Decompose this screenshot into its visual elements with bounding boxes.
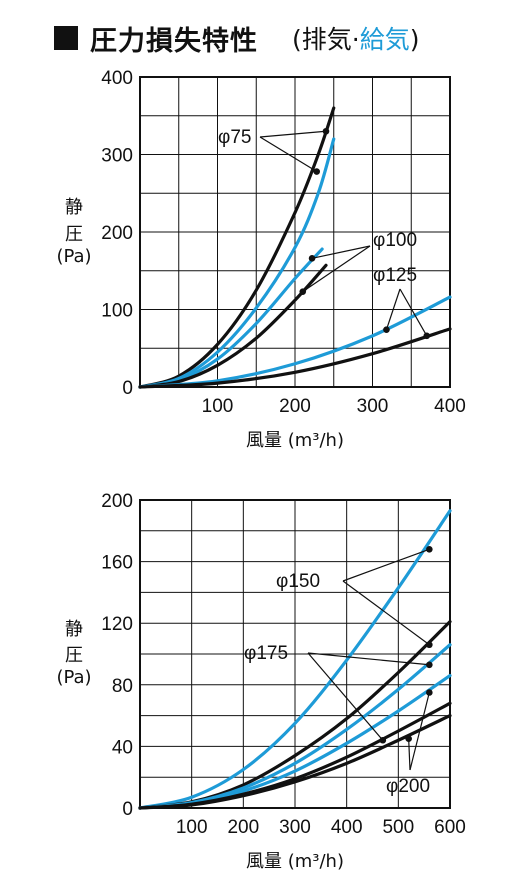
title-note-supply: 給気 [359,25,410,54]
y-tick-label: 400 [101,68,133,89]
x-tick-label: 500 [382,817,414,838]
plot-frame [139,76,451,388]
x-tick-label: 200 [227,817,259,838]
y-tick-label: 0 [122,378,133,399]
y-axis-label: (Pa) [56,246,91,267]
series-line-φ125-exhaust [138,327,452,389]
diameter-label: φ150 [276,571,320,592]
leader-dot [405,735,412,742]
y-tick-label: 100 [101,301,133,322]
leader-line [342,580,430,646]
y-axis-label: (Pa) [56,667,91,688]
x-axis-label: 風量 (m³/h) [246,430,344,451]
y-tick-label: 0 [122,799,133,820]
leader-dot [383,326,390,333]
leader-dot [426,661,433,669]
series-line-φ75-supply [138,137,336,389]
leader-line [409,692,430,771]
leader-dot [308,255,316,262]
y-tick-label: 300 [101,146,133,167]
leader-dot [426,689,433,696]
leader-dot [426,545,433,553]
series-line-φ200-exhaust [138,714,452,810]
y-axis-label: 圧 [65,224,83,245]
leader-dot [322,127,330,135]
plot-frame [139,499,451,809]
y-tick-label: 200 [101,223,133,244]
page-title: 圧力損失特性 [90,25,258,57]
leader-line [385,288,401,330]
y-axis-label: 静 [65,619,83,640]
leader-line [302,245,371,293]
diameter-label: φ100 [373,230,417,251]
diameter-label: φ125 [373,265,417,286]
title-square-icon [54,26,78,50]
series-line-φ100-exhaust [138,263,328,389]
y-axis-label: 静 [65,197,83,218]
leader-line [311,245,371,259]
x-tick-label: 200 [279,396,311,417]
leader-line [307,652,384,741]
y-tick-label: 160 [101,553,133,574]
y-axis-label: 圧 [65,645,83,666]
x-axis-label: 風量 (m³/h) [246,851,344,872]
leader-line [399,288,428,337]
series-line-φ75-exhaust [138,106,336,389]
diameter-label: φ175 [244,643,288,664]
leader-dot [313,168,321,175]
leader-line [259,130,327,138]
chart-1: 0 100 200 300 400 100 200 300 400 静圧(Pa) 風量 (m³/h)… [56,68,465,451]
x-tick-label: 300 [357,396,389,417]
x-tick-label: 300 [279,817,311,838]
x-tick-label: 400 [434,396,466,417]
chart-2: 0 40 80 120 160 200 100 200 300 400 500 600 静圧(Pa) 風量… [56,491,465,872]
chart-heading: 圧力損失特性 (排気·給気) [54,20,419,57]
diameter-label: φ75 [218,127,251,148]
leader-dot [426,641,433,649]
x-tick-label: 400 [331,817,363,838]
title-note-open: (排気· [292,25,360,54]
series-line-φ150-supply [138,509,452,810]
leader-line [307,652,430,666]
title-note: (排気·給気) [292,20,419,56]
diameter-label: φ200 [386,776,430,797]
y-tick-label: 40 [112,737,133,758]
y-tick-label: 80 [112,676,133,697]
leader-line [408,738,411,771]
leader-dot [423,332,431,340]
x-tick-label: 600 [434,817,466,838]
x-tick-label: 100 [176,817,208,838]
x-tick-label: 100 [202,396,234,417]
leader-line [259,136,318,173]
leader-line [342,548,430,582]
y-tick-label: 120 [101,614,133,635]
leader-dot [379,736,387,744]
leader-dot [299,288,307,295]
title-note-close: ) [409,25,420,54]
y-tick-label: 200 [101,491,133,512]
